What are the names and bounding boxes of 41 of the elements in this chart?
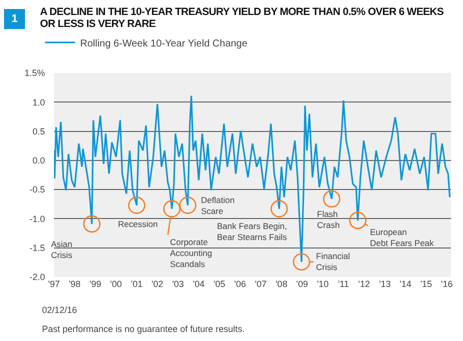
x-tick-label: '00 bbox=[110, 279, 122, 289]
x-tick-label: '09 bbox=[296, 279, 308, 289]
text: Past performance is no guarantee of future results. bbox=[42, 324, 245, 334]
x-tick-label: '04 bbox=[192, 279, 205, 289]
y-tick-label: -2.0 bbox=[29, 272, 45, 282]
x-tick-label: '10 bbox=[316, 279, 329, 289]
x-tick-label: '07 bbox=[254, 279, 267, 289]
x-tick-label: '12 bbox=[358, 279, 370, 289]
x-tick-label: '02 bbox=[152, 279, 164, 289]
x-tick-label: '99 bbox=[89, 279, 102, 289]
annotation: Bank Fears Begin, Bear Stearns Fails bbox=[217, 221, 287, 242]
y-tick-label: 0.5 bbox=[32, 126, 45, 136]
x-tick-label: '14 bbox=[400, 279, 412, 289]
figure-number-box: 1 bbox=[4, 9, 25, 29]
annotation: Corporate Accounting Scandals bbox=[170, 237, 212, 270]
chart-title: A DECLINE IN THE 10-YEAR TREASURY YIELD BY MORE THAN 0.5% OVER 6 WEEKS OR LESS IS VERY RARE bbox=[40, 6, 445, 30]
annotation: Asian Crisis bbox=[51, 239, 73, 260]
y-tick-label: 1.0 bbox=[32, 97, 45, 108]
annotation: Financial Crisis bbox=[316, 251, 350, 272]
annotation: Recession bbox=[118, 219, 158, 229]
x-tick-label: '16 bbox=[440, 279, 453, 289]
y-tick-label: -1.0 bbox=[29, 214, 45, 224]
text: 02/12/16 bbox=[42, 305, 78, 315]
legend-label: Rolling 6-Week 10-Year Yield Change bbox=[80, 38, 248, 50]
x-tick-label: '03 bbox=[172, 279, 184, 289]
annotation: European Debt Fears Peak bbox=[370, 227, 435, 248]
x-tick-label: '01 bbox=[130, 279, 143, 289]
x-tick-label: '97 bbox=[48, 279, 60, 289]
x-tick-label: '13 bbox=[378, 279, 391, 289]
x-tick-label: '05 bbox=[214, 279, 226, 289]
x-tick-label: '08 bbox=[276, 279, 288, 289]
x-tick-label: '15 bbox=[420, 279, 432, 289]
y-tick-label: 1.5% bbox=[24, 68, 45, 78]
annotation: Deflation Scare bbox=[201, 195, 235, 216]
x-tick-label: '06 bbox=[234, 279, 246, 289]
y-tick-label: -0.5 bbox=[29, 184, 45, 195]
x-tick-label: '11 bbox=[338, 279, 350, 289]
annotation: Flash Crash bbox=[317, 209, 340, 230]
y-tick-label: 0.0 bbox=[32, 156, 45, 166]
y-tick-label: -1.5 bbox=[29, 243, 45, 254]
x-tick-label: '98 bbox=[68, 279, 81, 289]
